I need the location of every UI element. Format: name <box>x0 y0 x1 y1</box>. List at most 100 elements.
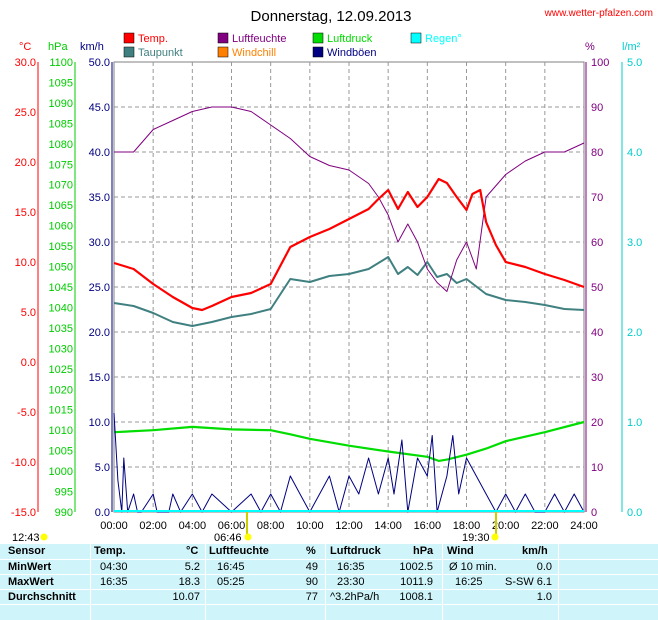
x-axis-labels: 00:00 02:00 04:00 06:00 08:00 10:00 12:00 14:00… <box>100 520 598 532</box>
site-url: www.wetter-pfalzen.com <box>544 8 653 19</box>
series-line-taupunkt <box>113 256 585 327</box>
stats-header-pressure: Luftdruck <box>330 545 381 557</box>
x-tick-label: 10:00 <box>296 520 324 532</box>
tick-label-wind: 35.0 <box>89 192 110 204</box>
stats-header-humidity: Luftfeuchte <box>209 545 269 557</box>
stats-divider <box>442 544 443 620</box>
pressure-unit: hPa <box>48 41 68 53</box>
tick-label-pressure: 1010 <box>49 425 73 437</box>
stats-row-label: Durchschnitt <box>8 591 76 603</box>
legend-label: Windchill <box>232 47 276 59</box>
tick-label-wind: 20.0 <box>89 327 110 339</box>
tick-label-pressure: 1060 <box>49 221 73 233</box>
stats-temp-time: 04:30 <box>100 561 128 573</box>
stats-header-pressure-unit: hPa <box>413 545 434 557</box>
tick-label-pressure: 1085 <box>49 118 73 130</box>
series-line-luftdruck <box>113 420 585 462</box>
tick-label-wind: 25.0 <box>89 282 110 294</box>
stats-header-row: Sensor Temp. °C Luftfeuchte % Luftdruck … <box>0 544 658 559</box>
chart-title: Donnerstag, 12.09.2013 <box>251 8 412 25</box>
stats-header-temp: Temp. <box>94 545 126 557</box>
tick-label-pressure: 990 <box>55 507 73 519</box>
stats-table: Sensor Temp. °C Luftfeuchte % Luftdruck … <box>0 544 658 620</box>
tick-label-temp: 5.0 <box>21 307 36 319</box>
tick-label-pressure: 995 <box>55 487 73 499</box>
tick-label-rain: 0.0 <box>627 507 642 519</box>
tick-label-temp: -5.0 <box>17 407 36 419</box>
tick-label-temp: 25.0 <box>15 107 36 119</box>
stats-wind-time: 16:25 <box>455 576 483 588</box>
tick-label-temp: 10.0 <box>15 257 36 269</box>
tick-label-humidity: 0 <box>591 507 597 519</box>
tick-label-pressure: 1080 <box>49 139 73 151</box>
stats-pressure-value: 1002.5 <box>399 561 433 573</box>
x-tick-label: 00:00 <box>100 520 128 532</box>
x-tick-label: 14:00 <box>374 520 402 532</box>
stats-divider <box>0 559 658 560</box>
tick-label-pressure: 1030 <box>49 343 73 355</box>
legend-label: Luftfeuchte <box>232 33 286 45</box>
legend-swatch <box>312 32 324 44</box>
tick-label-humidity: 60 <box>591 237 603 249</box>
tick-label-pressure: 1090 <box>49 98 73 110</box>
tick-label-pressure: 1040 <box>49 302 73 314</box>
tick-label-pressure: 1005 <box>49 446 73 458</box>
x-tick-label: 18:00 <box>453 520 481 532</box>
sun-icon-sunrise <box>244 533 252 541</box>
tick-label-pressure: 1015 <box>49 405 73 417</box>
stats-temp-value: 18.3 <box>178 576 200 588</box>
stats-divider <box>558 544 559 620</box>
tick-label-temp: -15.0 <box>11 507 36 519</box>
tick-label-humidity: 50 <box>591 282 603 294</box>
tick-label-humidity: 10 <box>591 462 603 474</box>
tick-label-pressure: 1065 <box>49 200 73 212</box>
tick-label-rain: 5.0 <box>627 57 642 69</box>
stats-pressure-time: 16:35 <box>337 561 365 573</box>
stats-pressure-time: 23:30 <box>337 576 365 588</box>
tick-label-rain: 4.0 <box>627 147 642 159</box>
stats-humidity-value: 77 <box>305 591 318 603</box>
rain-unit: l/m² <box>622 41 641 53</box>
tick-label-temp: 0.0 <box>21 357 36 369</box>
tick-label-pressure: 1070 <box>49 180 73 192</box>
x-tick-label: 22:00 <box>531 520 559 532</box>
legend-label: Luftdruck <box>327 33 373 45</box>
tick-label-rain: 2.0 <box>627 327 642 339</box>
stats-temp-value: 10.07 <box>172 591 200 603</box>
stats-divider <box>0 574 658 575</box>
x-tick-label: 02:00 <box>139 520 167 532</box>
stats-temp-time: 16:35 <box>100 576 128 588</box>
tick-label-temp: 20.0 <box>15 157 36 169</box>
stats-divider <box>325 544 326 620</box>
x-tick-label: 04:00 <box>179 520 207 532</box>
tick-label-humidity: 30 <box>591 372 603 384</box>
daylength-label: 12:43 <box>12 532 40 544</box>
stats-divider <box>90 544 91 620</box>
stats-divider <box>205 544 206 620</box>
tick-label-humidity: 90 <box>591 102 603 114</box>
sun-icon-daylength <box>40 533 48 541</box>
series-line-temp <box>113 177 585 312</box>
stats-header-humidity-unit: % <box>306 545 316 557</box>
tick-label-humidity: 80 <box>591 147 603 159</box>
stats-pressure-value: 1011.9 <box>400 576 433 588</box>
stats-divider <box>0 604 658 605</box>
tick-label-rain: 3.0 <box>627 237 642 249</box>
stats-row-max: MaxWert 16:35 18.3 05:25 90 23:30 1011.9… <box>0 575 658 590</box>
legend-label: Regen° <box>425 33 462 45</box>
legend-swatch <box>217 46 229 58</box>
x-tick-label: 12:00 <box>335 520 363 532</box>
stats-header-temp-unit: °C <box>186 545 199 557</box>
stats-row-label: MaxWert <box>8 576 54 588</box>
x-tick-label: 06:00 <box>218 520 246 532</box>
tick-label-temp: -10.0 <box>11 457 36 469</box>
x-tick-label: 16:00 <box>414 520 442 532</box>
tick-label-pressure: 1075 <box>49 159 73 171</box>
stats-humidity-value: 49 <box>305 561 318 573</box>
stats-pressure-trend: ^3.2hPa/h <box>330 591 380 603</box>
sunset-label: 19:30 <box>462 532 490 544</box>
tick-label-wind: 50.0 <box>89 57 110 69</box>
stats-humidity-time: 16:45 <box>217 561 245 573</box>
stats-pressure-value: 1008.1 <box>399 591 433 603</box>
legend-swatch <box>217 32 229 44</box>
